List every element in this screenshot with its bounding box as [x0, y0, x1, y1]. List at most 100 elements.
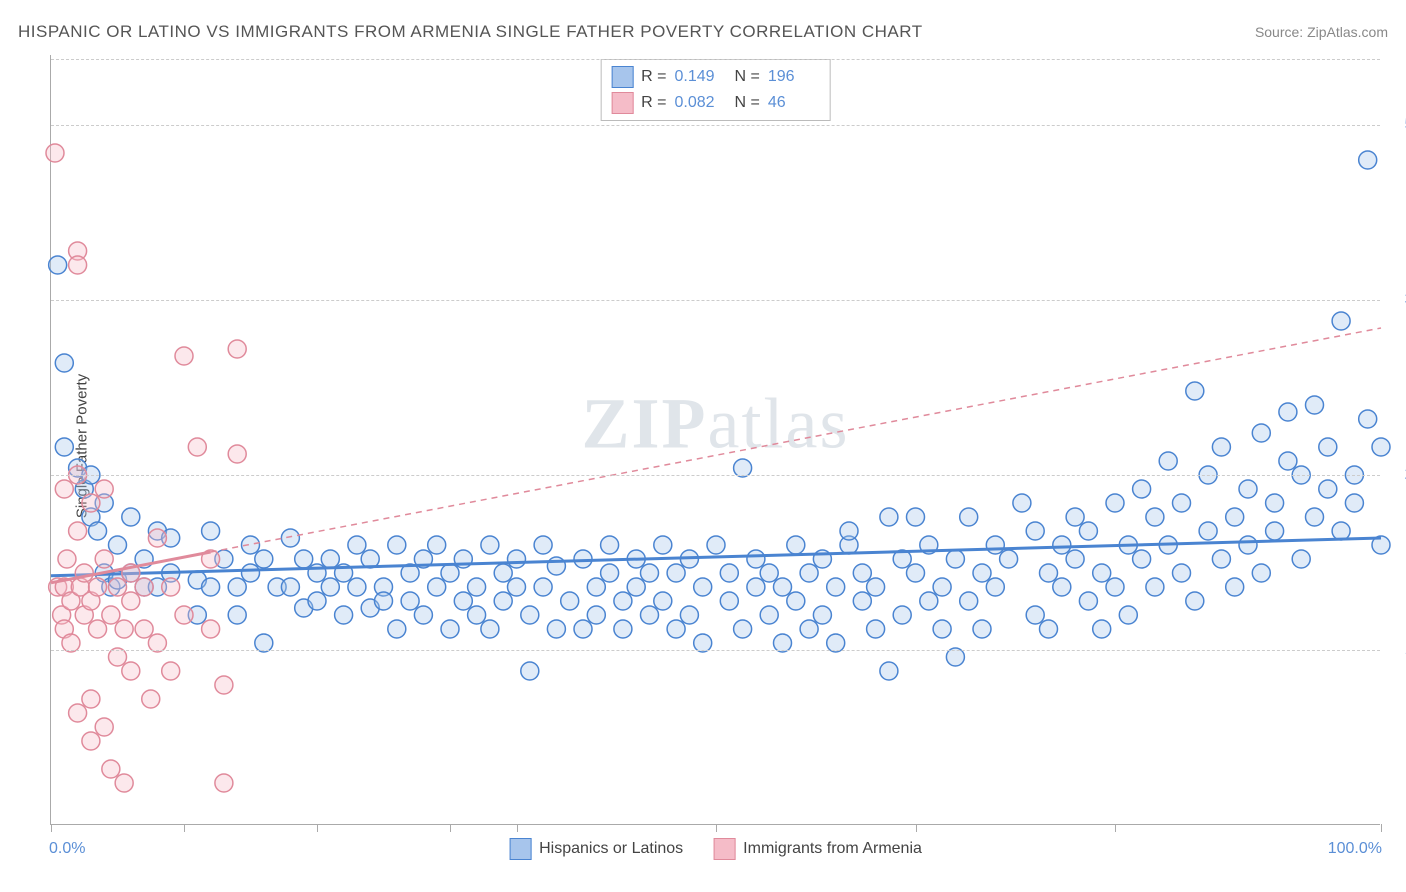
scatter-point: [787, 592, 805, 610]
scatter-point: [468, 578, 486, 596]
scatter-point: [893, 606, 911, 624]
y-tick-label: 12.5%: [1390, 641, 1406, 659]
scatter-point: [202, 578, 220, 596]
gridline-h: [51, 300, 1380, 301]
legend-r-value: 0.149: [675, 68, 727, 86]
scatter-point: [321, 550, 339, 568]
scatter-point: [614, 620, 632, 638]
scatter-point: [115, 774, 133, 792]
scatter-point: [321, 578, 339, 596]
scatter-point: [1252, 564, 1270, 582]
scatter-point: [760, 564, 778, 582]
scatter-point: [89, 578, 107, 596]
x-tick: [1115, 824, 1116, 832]
scatter-point: [109, 578, 127, 596]
scatter-point: [840, 522, 858, 540]
scatter-point: [335, 606, 353, 624]
scatter-point: [428, 536, 446, 554]
scatter-point: [1239, 480, 1257, 498]
trend-line-extrapolated: [211, 328, 1381, 552]
scatter-point: [89, 620, 107, 638]
scatter-point: [1079, 592, 1097, 610]
scatter-point: [82, 690, 100, 708]
scatter-point: [946, 550, 964, 568]
scatter-point: [720, 592, 738, 610]
scatter-point: [1026, 522, 1044, 540]
legend-swatch: [611, 66, 633, 88]
scatter-point: [388, 536, 406, 554]
scatter-point: [907, 508, 925, 526]
scatter-point: [880, 508, 898, 526]
scatter-point: [734, 620, 752, 638]
scatter-point: [1146, 508, 1164, 526]
scatter-point: [481, 536, 499, 554]
scatter-point: [1159, 452, 1177, 470]
title-bar: HISPANIC OR LATINO VS IMMIGRANTS FROM AR…: [18, 22, 1388, 42]
gridline-h: [51, 59, 1380, 60]
scatter-point: [641, 564, 659, 582]
scatter-point: [454, 592, 472, 610]
scatter-point: [308, 592, 326, 610]
scatter-point: [75, 564, 93, 582]
source-text: Source: ZipAtlas.com: [1255, 24, 1388, 40]
scatter-point: [215, 774, 233, 792]
scatter-point: [720, 564, 738, 582]
scatter-point: [55, 438, 73, 456]
scatter-point: [348, 536, 366, 554]
legend-n-label: N =: [735, 68, 760, 86]
scatter-point: [1266, 522, 1284, 540]
legend-label: Immigrants from Armenia: [743, 840, 922, 858]
scatter-point: [175, 347, 193, 365]
scatter-point: [1279, 403, 1297, 421]
scatter-point: [188, 438, 206, 456]
scatter-point: [534, 536, 552, 554]
scatter-point: [521, 606, 539, 624]
scatter-point: [1093, 564, 1111, 582]
scatter-point: [1146, 578, 1164, 596]
scatter-point: [388, 620, 406, 638]
scatter-point: [933, 620, 951, 638]
scatter-point: [441, 620, 459, 638]
scatter-point: [521, 662, 539, 680]
legend-n-value: 46: [768, 94, 820, 112]
scatter-point: [481, 620, 499, 638]
scatter-point: [95, 718, 113, 736]
scatter-point: [880, 662, 898, 680]
scatter-point: [82, 494, 100, 512]
scatter-point: [1226, 508, 1244, 526]
legend-r-label: R =: [641, 68, 666, 86]
scatter-point: [1212, 438, 1230, 456]
scatter-point: [760, 606, 778, 624]
scatter-point: [561, 592, 579, 610]
scatter-point: [255, 550, 273, 568]
scatter-point: [95, 480, 113, 498]
scatter-point: [534, 578, 552, 596]
scatter-point: [707, 536, 725, 554]
scatter-point: [1252, 424, 1270, 442]
scatter-point: [1306, 508, 1324, 526]
x-tick: [517, 824, 518, 832]
scatter-point: [228, 606, 246, 624]
scatter-point: [1106, 494, 1124, 512]
x-tick: [317, 824, 318, 832]
scatter-point: [69, 522, 87, 540]
scatter-point: [907, 564, 925, 582]
scatter-point: [69, 256, 87, 274]
x-tick: [1381, 824, 1382, 832]
scatter-point: [1040, 620, 1058, 638]
scatter-point: [1133, 480, 1151, 498]
scatter-point: [853, 564, 871, 582]
scatter-point: [175, 606, 193, 624]
legend-top: R =0.149N =196R =0.082N =46: [600, 59, 831, 121]
scatter-point: [747, 550, 765, 568]
scatter-point: [1173, 494, 1191, 512]
scatter-point: [401, 592, 419, 610]
legend-bottom: Hispanics or LatinosImmigrants from Arme…: [509, 838, 922, 860]
scatter-point: [827, 578, 845, 596]
scatter-point: [122, 662, 140, 680]
scatter-point: [1239, 536, 1257, 554]
scatter-point: [1332, 312, 1350, 330]
scatter-point: [162, 578, 180, 596]
scatter-point: [215, 676, 233, 694]
scatter-point: [1319, 480, 1337, 498]
